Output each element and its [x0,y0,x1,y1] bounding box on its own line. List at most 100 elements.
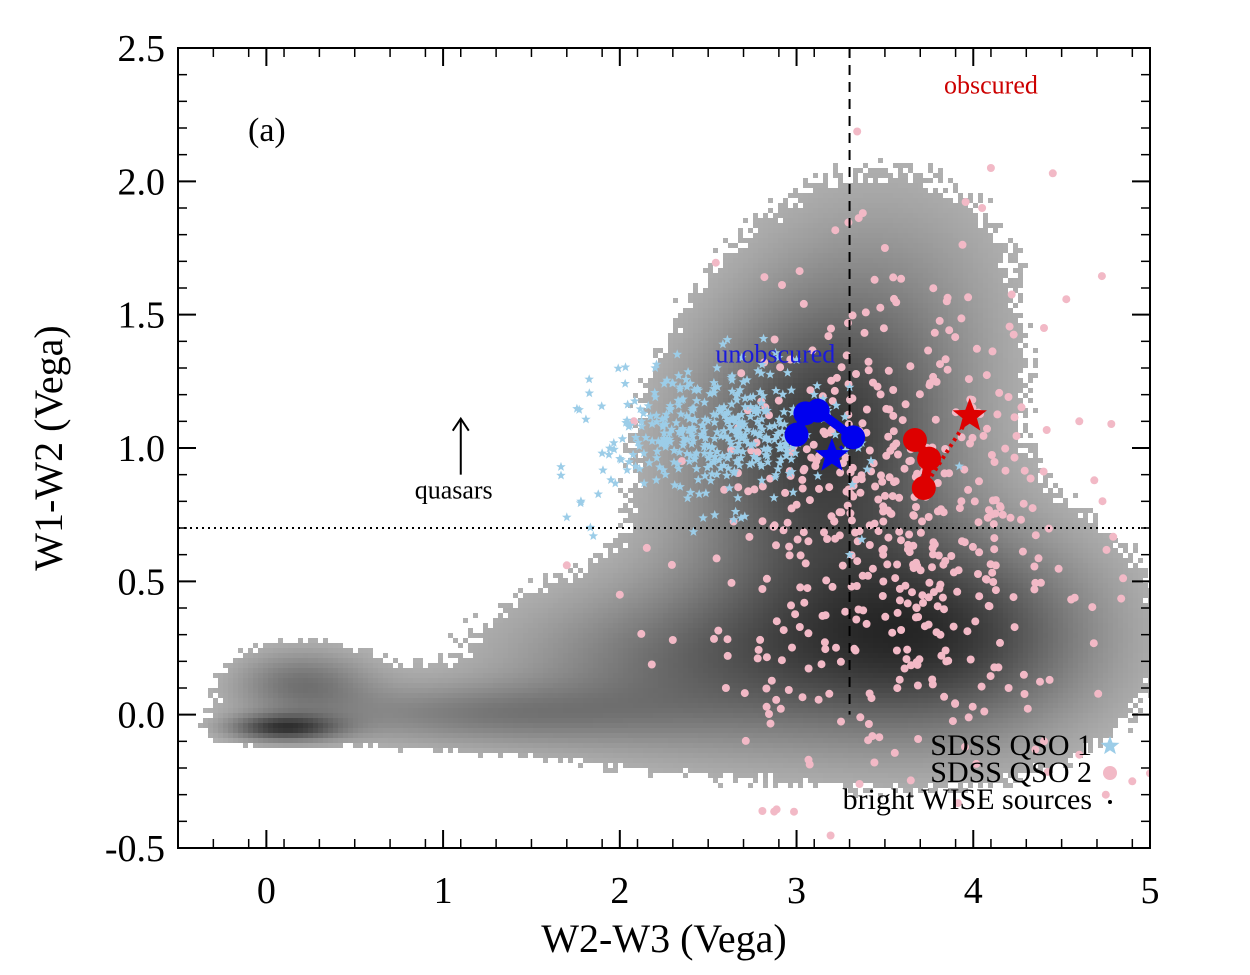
density-cell [713,283,718,288]
density-cell [773,263,778,268]
density-cell [548,583,553,588]
density-cell [623,593,628,598]
density-cell [293,688,298,693]
density-cell [648,578,653,583]
density-cell [763,533,768,538]
density-cell [643,408,648,413]
density-cell [273,723,278,728]
density-cell [503,628,508,633]
density-cell [753,423,758,428]
density-cell [348,733,353,738]
density-cell [673,338,678,343]
density-cell [608,688,613,693]
density-cell [508,618,513,623]
density-cell [753,238,758,243]
density-cell [518,643,523,648]
density-cell [703,658,708,663]
density-cell [313,673,318,678]
density-cell [453,663,458,668]
density-cell [758,728,763,733]
density-cell [683,773,688,778]
density-cell [738,488,743,493]
density-cell [768,403,773,408]
density-cell [683,603,688,608]
density-cell [393,688,398,693]
density-cell [418,683,423,688]
density-cell [648,708,653,713]
density-cell [288,733,293,738]
density-cell [268,703,273,708]
density-cell [703,723,708,728]
density-cell [553,723,558,728]
density-cell [773,213,778,218]
density-cell [608,653,613,658]
density-cell [638,728,643,733]
density-cell [628,518,633,523]
density-cell [718,588,723,593]
density-cell [563,698,568,703]
density-cell [773,553,778,558]
density-cell [723,283,728,288]
density-cell [458,663,463,668]
density-cell [388,693,393,698]
density-cell [718,358,723,363]
density-cell [718,518,723,523]
density-cell [748,583,753,588]
density-cell [308,708,313,713]
density-cell [723,298,728,303]
density-cell [658,638,663,643]
density-cell [548,723,553,728]
density-cell [328,703,333,708]
density-cell [343,663,348,668]
density-cell [723,568,728,573]
density-cell [348,688,353,693]
density-cell [503,638,508,643]
density-cell [663,698,668,703]
density-cell [468,733,473,738]
density-cell [548,653,553,658]
density-cell [558,603,563,608]
density-cell [688,398,693,403]
density-cell [563,703,568,708]
density-cell [653,763,658,768]
density-cell [713,658,718,663]
density-cell [633,623,638,628]
density-cell [693,288,698,293]
density-cell [763,383,768,388]
density-cell [198,723,203,728]
density-cell [578,608,583,613]
density-cell [498,723,503,728]
density-cell [603,648,608,653]
density-cell [698,658,703,663]
density-cell [663,363,668,368]
density-cell [598,628,603,633]
density-cell [368,648,373,653]
density-cell [698,603,703,608]
density-cell [263,708,268,713]
density-cell [598,598,603,603]
density-cell [748,333,753,338]
density-cell [473,723,478,728]
density-cell [748,783,753,788]
density-cell [603,728,608,733]
density-cell [713,373,718,378]
density-cell [768,513,773,518]
density-cell [498,728,503,733]
density-cell [313,743,318,748]
density-cell [513,653,518,658]
density-cell [678,313,683,318]
density-cell [568,638,573,643]
density-cell [468,668,473,673]
density-cell [683,713,688,718]
density-cell [658,628,663,633]
density-cell [568,668,573,673]
density-cell [488,743,493,748]
density-cell [768,728,773,733]
density-cell [743,478,748,483]
density-cell [328,653,333,658]
density-cell [328,718,333,723]
density-cell [603,608,608,613]
density-cell [658,548,663,553]
density-cell [228,678,233,683]
density-cell [673,658,678,663]
